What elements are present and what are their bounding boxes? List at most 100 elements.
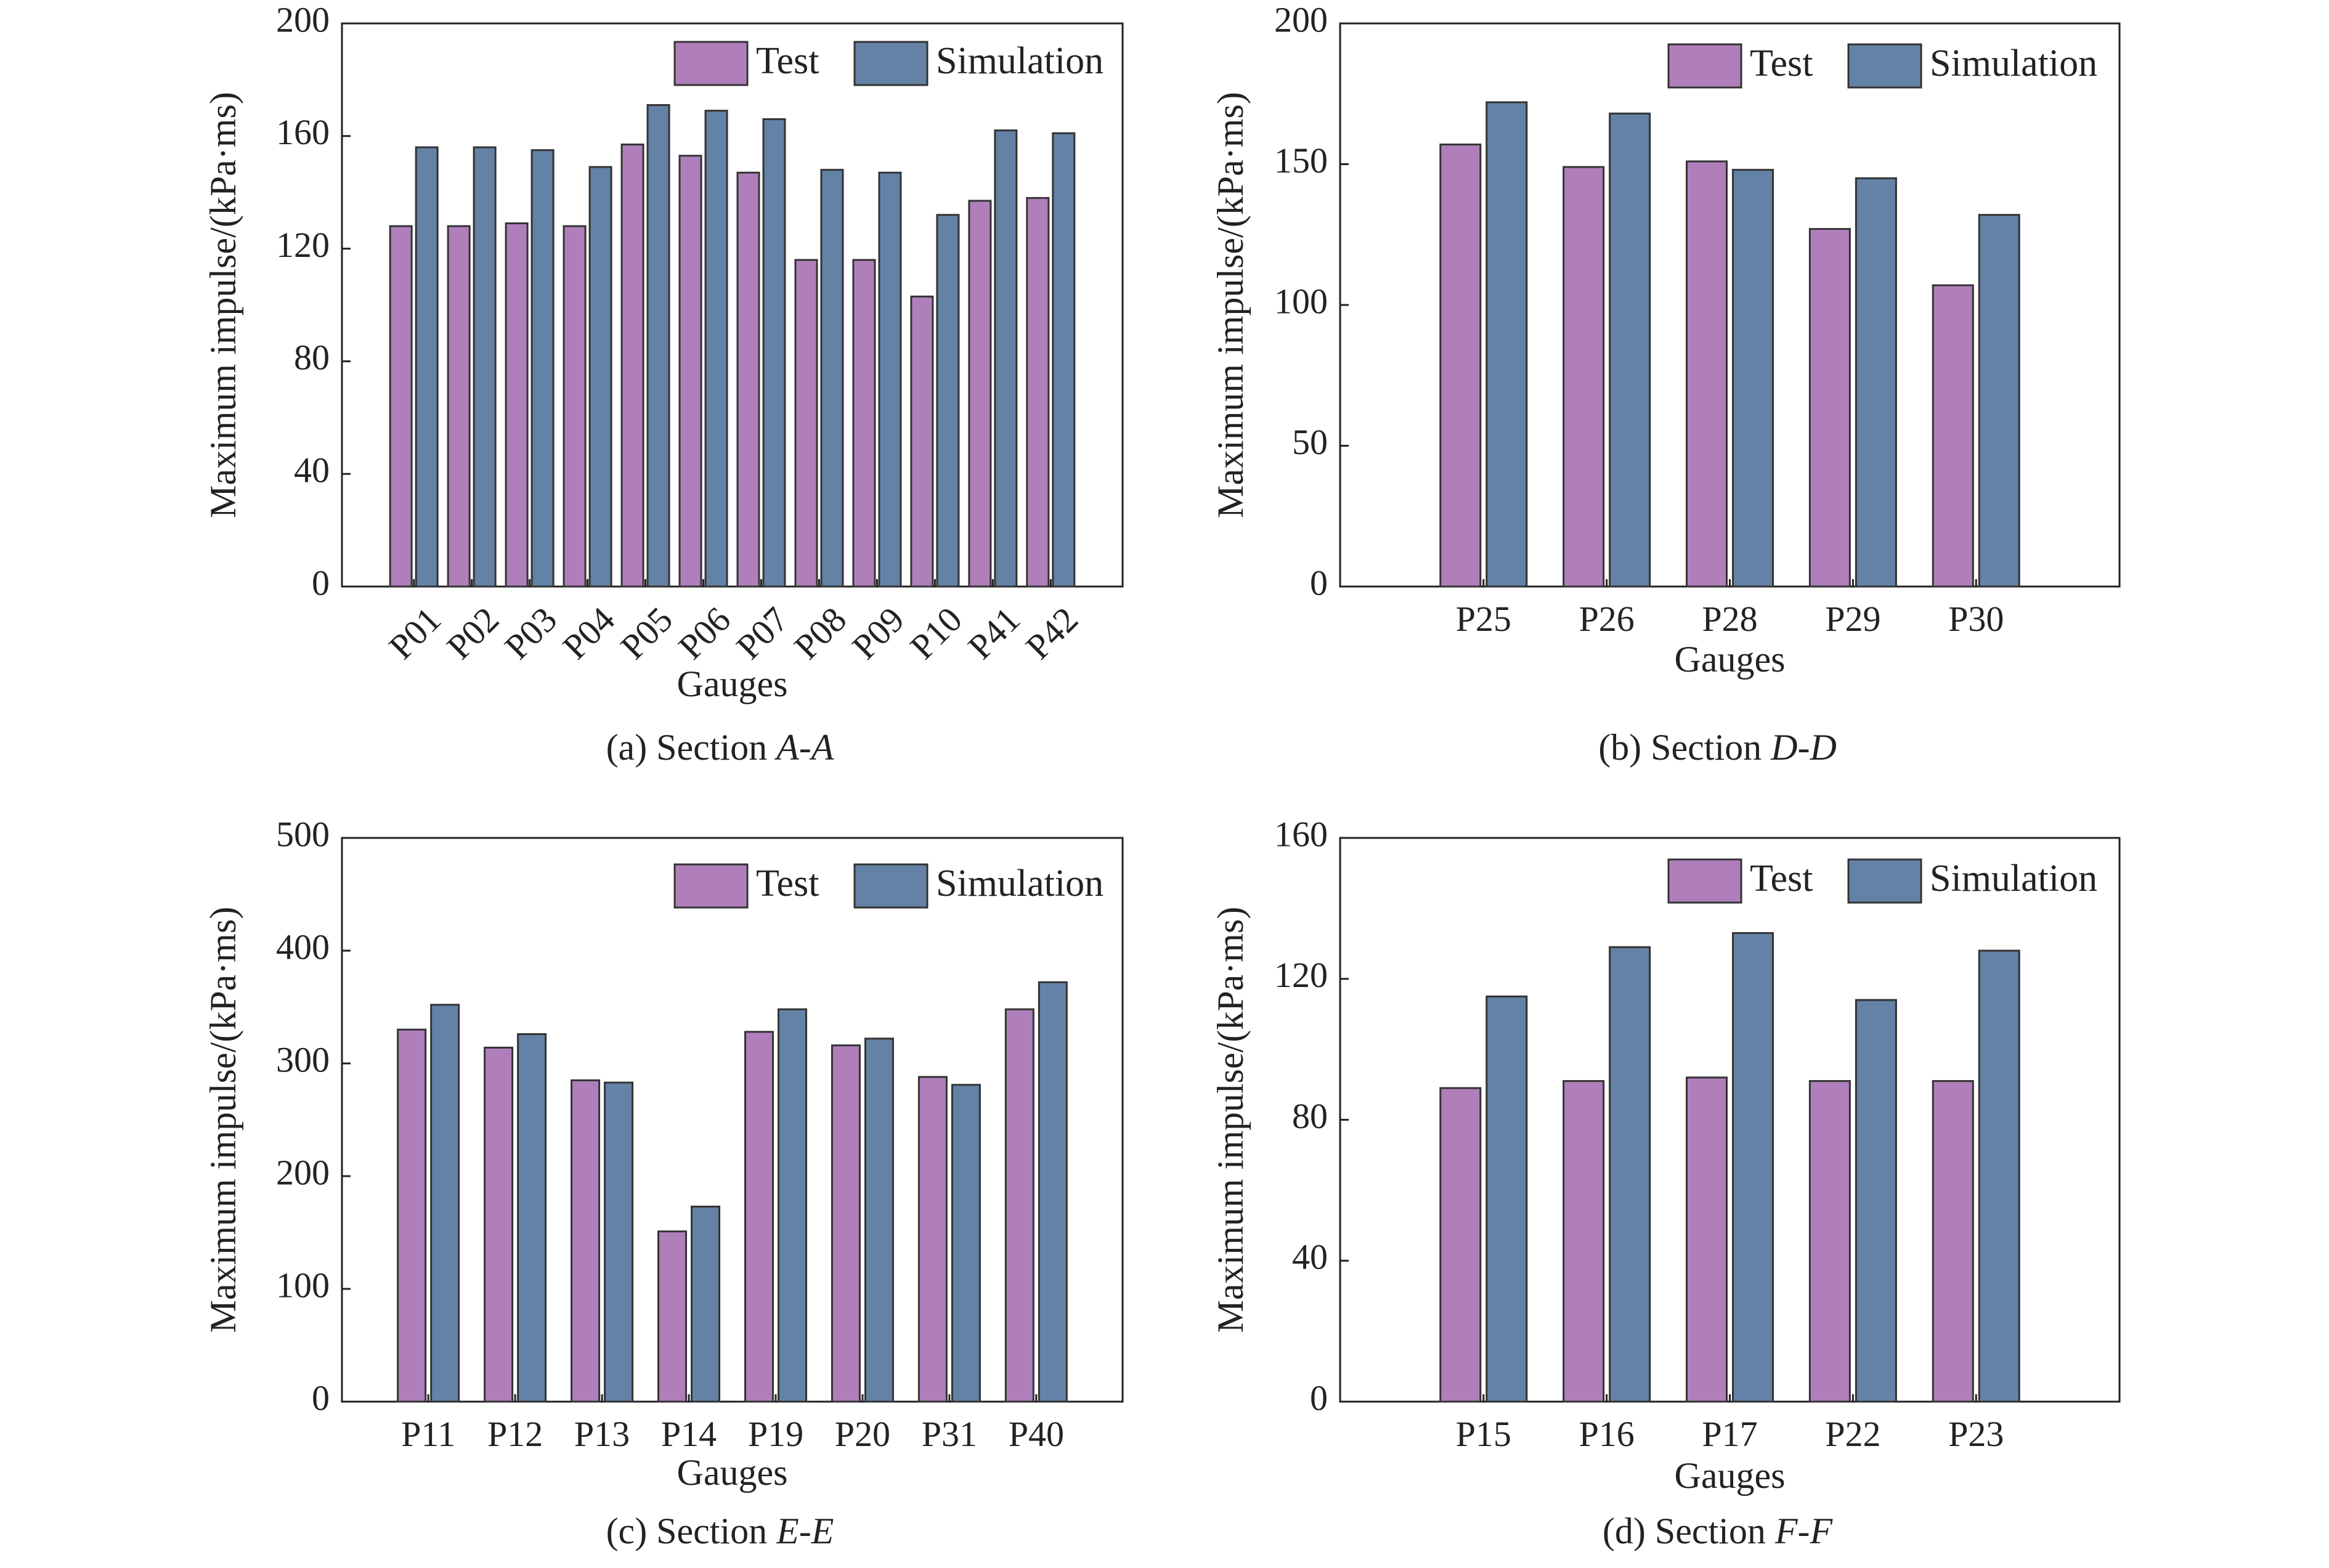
bar-p20-test bbox=[831, 1044, 861, 1403]
x-axis-label: Gauges bbox=[677, 1452, 788, 1493]
legend-label-test: Test bbox=[1750, 43, 1813, 84]
x-tick-label: P01 bbox=[381, 599, 449, 667]
bar-p08-test bbox=[794, 259, 818, 588]
legend-swatch-simulation bbox=[1847, 43, 1922, 89]
legend-swatch-test bbox=[1667, 858, 1742, 904]
bar-p02-simulation bbox=[473, 146, 497, 588]
x-tick-label: P02 bbox=[439, 599, 506, 667]
chart-panel-4: 0 40 80 120 160 P15 P16 P17 P22 P23 Gauges Maximum … bbox=[1210, 814, 2121, 1551]
x-tick-label: P30 bbox=[1948, 599, 2004, 639]
chart-panel-2: 0 50 100 150 200 P25 P26 P28 P29 P30 Gauges Maximum… bbox=[1210, 0, 2121, 768]
y-tick-label: 300 bbox=[276, 1039, 330, 1079]
x-tick-label: P25 bbox=[1456, 599, 1511, 639]
bar-p01-test bbox=[389, 225, 413, 588]
y-tick-label: 0 bbox=[312, 563, 330, 603]
bar-p17-test bbox=[1686, 1076, 1728, 1403]
x-tick-label: P04 bbox=[555, 599, 622, 667]
plot-frame bbox=[341, 837, 1124, 1403]
legend-label-simulation: Simulation bbox=[936, 863, 1104, 904]
bar-p22-test bbox=[1808, 1080, 1851, 1403]
x-tick-label: P15 bbox=[1456, 1414, 1511, 1454]
y-tick-label: 40 bbox=[294, 450, 330, 490]
bar-p08-simulation bbox=[820, 169, 844, 588]
x-tick-label: P26 bbox=[1579, 599, 1634, 639]
x-tick-label: P41 bbox=[960, 599, 1028, 667]
bar-p16-test bbox=[1563, 1080, 1605, 1403]
y-tick-label: 160 bbox=[276, 112, 330, 152]
bar-p17-simulation bbox=[1732, 932, 1774, 1403]
bar-p09-simulation bbox=[878, 171, 902, 588]
legend-swatch-simulation bbox=[1847, 858, 1922, 904]
bar-p11-test bbox=[397, 1028, 427, 1403]
y-tick-label: 100 bbox=[276, 1265, 330, 1305]
bar-p15-test bbox=[1439, 1087, 1482, 1403]
legend: Test Simulation bbox=[1667, 43, 2097, 89]
y-tick-label: 50 bbox=[1292, 422, 1328, 462]
bar-p12-simulation bbox=[517, 1033, 547, 1403]
y-tick-label: 80 bbox=[294, 338, 330, 378]
x-tick-label: P42 bbox=[1018, 599, 1086, 667]
x-tick-label: P10 bbox=[902, 599, 970, 667]
x-tick-label: P03 bbox=[497, 599, 564, 667]
y-tick-label: 0 bbox=[1310, 563, 1328, 603]
bar-p04-test bbox=[563, 225, 587, 588]
bar-p06-test bbox=[678, 155, 702, 588]
bar-p12-test bbox=[484, 1046, 514, 1403]
y-tick-label: 200 bbox=[276, 1152, 330, 1192]
y-tick-label: 100 bbox=[1274, 281, 1328, 321]
bar-p26-test bbox=[1563, 166, 1605, 588]
y-tick-label: 80 bbox=[1292, 1096, 1328, 1136]
x-axis-label: Gauges bbox=[1675, 1455, 1786, 1496]
bar-p10-test bbox=[910, 295, 934, 588]
bar-p05-simulation bbox=[646, 104, 670, 588]
bar-p14-simulation bbox=[691, 1205, 721, 1403]
bar-p26-simulation bbox=[1609, 112, 1651, 588]
caption-prefix: (a) Section bbox=[606, 727, 777, 768]
bar-p19-simulation bbox=[777, 1008, 807, 1403]
bar-p15-simulation bbox=[1486, 995, 1528, 1403]
bar-p05-test bbox=[620, 144, 644, 588]
x-tick-label: P08 bbox=[786, 599, 854, 667]
bar-p30-test bbox=[1932, 284, 1974, 588]
caption-section: E-E bbox=[776, 1511, 834, 1551]
bar-p25-simulation bbox=[1486, 101, 1528, 588]
legend-label-test: Test bbox=[1750, 858, 1813, 900]
y-tick-label: 200 bbox=[276, 0, 330, 39]
panel-caption: (b) Section D-D bbox=[1598, 727, 1837, 768]
bar-p01-simulation bbox=[415, 146, 439, 588]
legend-label-simulation: Simulation bbox=[936, 40, 1104, 82]
bar-p09-test bbox=[852, 259, 876, 588]
bar-p29-test bbox=[1808, 228, 1851, 588]
legend-swatch-simulation bbox=[853, 41, 929, 86]
legend: Test Simulation bbox=[673, 863, 1104, 909]
legend-label-test: Test bbox=[756, 40, 819, 82]
legend-swatch-simulation bbox=[853, 863, 929, 909]
bar-p07-simulation bbox=[762, 118, 786, 588]
bar-p25-test bbox=[1439, 144, 1482, 588]
bar-p03-test bbox=[505, 222, 529, 588]
x-tick-label: P17 bbox=[1702, 1414, 1757, 1454]
x-tick-label: P07 bbox=[728, 599, 796, 667]
y-tick-label: 0 bbox=[312, 1378, 330, 1418]
bar-p23-simulation bbox=[1978, 949, 2020, 1403]
bar-p02-test bbox=[447, 225, 471, 588]
caption-prefix: (c) Section bbox=[606, 1511, 777, 1551]
bar-p40-test bbox=[1004, 1008, 1034, 1403]
bar-p22-simulation bbox=[1855, 999, 1897, 1403]
x-tick-label: P09 bbox=[844, 599, 912, 667]
y-axis-label: Maximum impulse/(kPa·ms) bbox=[203, 907, 243, 1333]
bar-p07-test bbox=[736, 171, 760, 588]
bar-p23-test bbox=[1932, 1080, 1974, 1403]
legend-swatch-test bbox=[673, 863, 749, 909]
x-tick-label: P31 bbox=[922, 1414, 977, 1454]
legend-label-simulation: Simulation bbox=[1930, 858, 2097, 900]
bar-p29-simulation bbox=[1855, 177, 1897, 588]
bar-p40-simulation bbox=[1038, 981, 1068, 1403]
x-tick-label: P19 bbox=[748, 1414, 803, 1454]
legend: Test Simulation bbox=[673, 40, 1104, 86]
legend: Test Simulation bbox=[1667, 858, 2097, 904]
panel-caption: (c) Section E-E bbox=[606, 1511, 834, 1551]
plot-frame bbox=[341, 22, 1124, 588]
panel-caption: (a) Section A-A bbox=[606, 727, 834, 768]
